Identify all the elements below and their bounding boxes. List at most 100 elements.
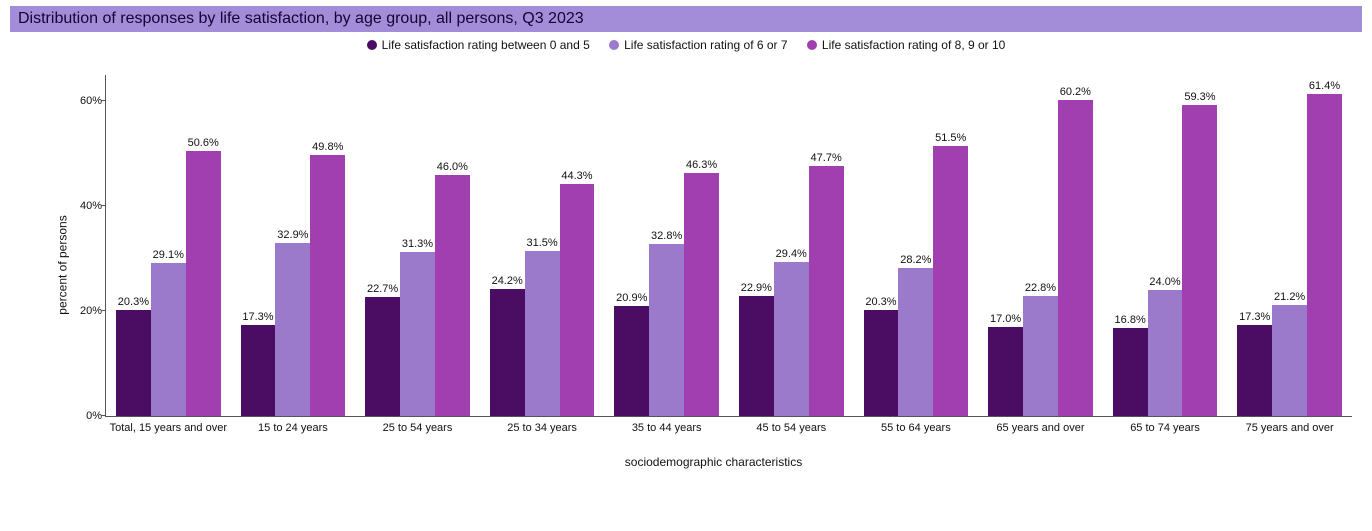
y-tick-label: 60% xyxy=(68,95,102,107)
bar-group: 24.2%31.5%44.3%25 to 34 years xyxy=(480,75,605,416)
bar-group: 17.0%22.8%60.2%65 years and over xyxy=(978,75,1103,416)
bar-cluster: 24.2%31.5%44.3% xyxy=(490,75,595,416)
y-tick-mark xyxy=(101,310,106,311)
y-tick-label: 0% xyxy=(68,410,102,422)
chart-area: percent of persons 20.3%29.1%50.6%Total,… xyxy=(75,55,1352,475)
bar: 24.0% xyxy=(1148,290,1183,416)
bar-cluster: 17.3%32.9%49.8% xyxy=(241,75,346,416)
bar-value-label: 47.7% xyxy=(811,152,842,166)
legend-label: Life satisfaction rating of 8, 9 or 10 xyxy=(822,38,1005,52)
bar-value-label: 31.3% xyxy=(402,238,433,252)
x-axis-title: sociodemographic characteristics xyxy=(75,455,1352,469)
bar-value-label: 22.8% xyxy=(1025,282,1056,296)
bar: 46.3% xyxy=(684,173,719,416)
bar: 20.3% xyxy=(116,310,151,416)
y-tick-label: 20% xyxy=(68,305,102,317)
legend-item: Life satisfaction rating between 0 and 5 xyxy=(367,38,590,52)
bar-value-label: 22.7% xyxy=(367,283,398,297)
bar-cluster: 20.9%32.8%46.3% xyxy=(614,75,719,416)
bar-cluster: 16.8%24.0%59.3% xyxy=(1113,75,1218,416)
bar: 61.4% xyxy=(1307,94,1342,416)
bar-group: 17.3%32.9%49.8%15 to 24 years xyxy=(231,75,356,416)
bar-value-label: 29.1% xyxy=(153,249,184,263)
bar-group: 17.3%21.2%61.4%75 years and over xyxy=(1227,75,1352,416)
bar-value-label: 32.9% xyxy=(277,229,308,243)
bar-value-label: 49.8% xyxy=(312,141,343,155)
bar: 44.3% xyxy=(560,184,595,416)
bar: 16.8% xyxy=(1113,328,1148,416)
bar-value-label: 46.0% xyxy=(437,161,468,175)
bar: 24.2% xyxy=(490,289,525,416)
bar-cluster: 22.7% 31.3% 46.0% xyxy=(365,75,470,416)
bar-value-label: 17.3% xyxy=(1239,311,1270,325)
legend-swatch-1 xyxy=(609,40,619,50)
legend-item: Life satisfaction rating of 8, 9 or 10 xyxy=(807,38,1005,52)
bar: 32.9% xyxy=(275,243,310,416)
bar: 47.7% xyxy=(809,166,844,416)
bar-value-label: 44.3% xyxy=(561,170,592,184)
bar-value-label: 24.0% xyxy=(1149,276,1180,290)
bar: 51.5% xyxy=(933,146,968,416)
bar: 17.3% xyxy=(241,325,276,416)
x-tick-label: 25 to 34 years xyxy=(480,416,605,435)
y-tick-mark xyxy=(101,205,106,206)
chart-title-bar: Distribution of responses by life satisf… xyxy=(10,6,1362,32)
bar-value-label: 17.3% xyxy=(242,311,273,325)
bar-group: 16.8%24.0%59.3%65 to 74 years xyxy=(1103,75,1228,416)
bar-value-label: 28.2% xyxy=(900,254,931,268)
bar: 59.3% xyxy=(1182,105,1217,416)
x-tick-label: 55 to 64 years xyxy=(854,416,979,435)
bar-value-label: 22.9% xyxy=(741,282,772,296)
bar-cluster: 20.3%28.2%51.5% xyxy=(864,75,969,416)
legend: Life satisfaction rating between 0 and 5… xyxy=(0,32,1372,55)
bar-value-label: 60.2% xyxy=(1060,86,1091,100)
bar: 60.2% xyxy=(1058,100,1093,416)
bar-value-label: 50.6% xyxy=(188,137,219,151)
legend-swatch-2 xyxy=(807,40,817,50)
bar: 29.1% xyxy=(151,263,186,416)
bar-value-label: 24.2% xyxy=(492,275,523,289)
bar: 20.9% xyxy=(614,306,649,416)
y-tick-label: 40% xyxy=(68,200,102,212)
x-tick-label: 65 years and over xyxy=(978,416,1103,435)
x-tick-label: 75 years and over xyxy=(1227,416,1352,435)
bar: 31.5% xyxy=(525,251,560,416)
bar-value-label: 21.2% xyxy=(1274,291,1305,305)
bar: 32.8% xyxy=(649,244,684,416)
bar-groups: 20.3%29.1%50.6%Total, 15 years and over1… xyxy=(106,75,1352,416)
bar-cluster: 22.9%29.4%47.7% xyxy=(739,75,844,416)
bar: 22.9% xyxy=(739,296,774,416)
bar: 49.8% xyxy=(310,155,345,416)
plot-area: 20.3%29.1%50.6%Total, 15 years and over1… xyxy=(105,75,1352,417)
x-tick-label: 35 to 44 years xyxy=(604,416,729,435)
y-tick-mark xyxy=(101,100,106,101)
bar: 50.6% xyxy=(186,151,221,416)
bar-value-label: 51.5% xyxy=(935,132,966,146)
bar-cluster: 20.3%29.1%50.6% xyxy=(116,75,221,416)
bar-value-label: 20.9% xyxy=(616,292,647,306)
x-tick-label: Total, 15 years and over xyxy=(106,416,231,435)
legend-label: Life satisfaction rating of 6 or 7 xyxy=(624,38,787,52)
bar-cluster: 17.3%21.2%61.4% xyxy=(1237,75,1342,416)
bar-group: 22.9%29.4%47.7%45 to 54 years xyxy=(729,75,854,416)
bar-group: 20.3%29.1%50.6%Total, 15 years and over xyxy=(106,75,231,416)
bar: 22.8% xyxy=(1023,296,1058,416)
bar-value-label: 20.3% xyxy=(118,296,149,310)
bar: 17.3% xyxy=(1237,325,1272,416)
legend-swatch-0 xyxy=(367,40,377,50)
bar-value-label: 59.3% xyxy=(1184,91,1215,105)
y-axis-title: percent of persons xyxy=(56,215,70,314)
bar: 20.3% xyxy=(864,310,899,416)
bar-cluster: 17.0%22.8%60.2% xyxy=(988,75,1093,416)
bar-group: 20.3%28.2%51.5%55 to 64 years xyxy=(854,75,979,416)
bar-group: 22.7%31.3%46.0%25 to 54 years xyxy=(355,75,480,416)
legend-label: Life satisfaction rating between 0 and 5 xyxy=(382,38,590,52)
bar-value-label: 20.3% xyxy=(865,296,896,310)
chart-title: Distribution of responses by life satisf… xyxy=(18,10,584,27)
x-tick-label: 65 to 74 years xyxy=(1103,416,1228,435)
bar-value-label: 32.8% xyxy=(651,230,682,244)
bar: 17.0% xyxy=(988,327,1023,416)
x-tick-label: 25 to 54 years xyxy=(355,416,480,435)
x-tick-label: 15 to 24 years xyxy=(231,416,356,435)
bar: 21.2% xyxy=(1272,305,1307,416)
